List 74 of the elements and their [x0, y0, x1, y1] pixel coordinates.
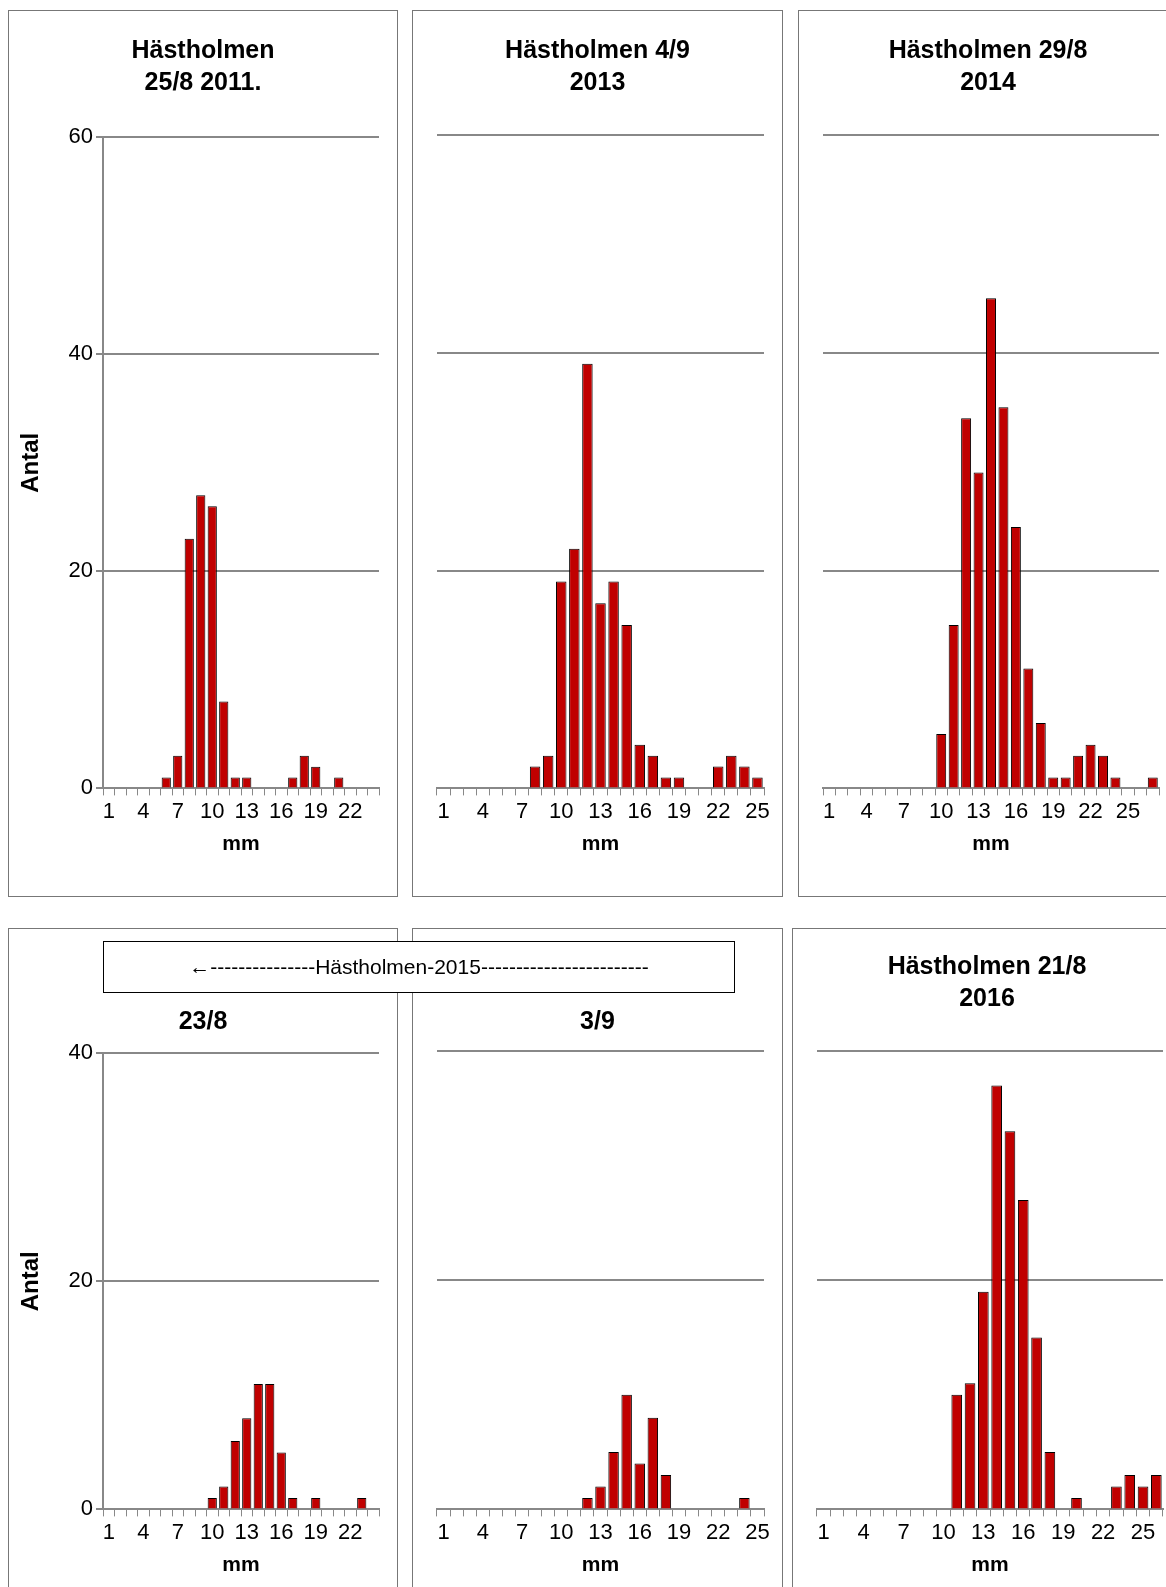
x-tick-label: 1 [102, 797, 115, 823]
x-tick-label: 19 [303, 797, 328, 823]
x-tick-label: 16 [1003, 797, 1029, 823]
x-tick-label: 10 [931, 1518, 956, 1544]
x-tick-label: 7 [515, 797, 529, 823]
x-tick-label: 10 [200, 797, 225, 823]
x-tick-label: 13 [971, 1518, 996, 1544]
x-tick-label: 13 [588, 797, 613, 823]
x-tick-label: 19 [303, 1518, 328, 1544]
x-tick-label: 1 [817, 1518, 830, 1544]
chart-title: Hästholmen 21/8 2016 [886, 950, 1088, 1013]
y-axis-title: Antal [16, 432, 44, 493]
x-tick-label: 1 [437, 1518, 450, 1544]
x-tick-label: 10 [928, 797, 954, 823]
x-tick-label: 10 [200, 1518, 225, 1544]
x-tick-label: 13 [966, 797, 991, 823]
x-tick-label: 4 [476, 797, 489, 823]
x-tick-label: 13 [588, 1518, 613, 1544]
x-tick-label: 22 [338, 1518, 363, 1544]
x-tick-label: 4 [476, 1518, 489, 1544]
chart-title: 3/9 [579, 1005, 616, 1036]
x-tick-label: 22 [1090, 1518, 1116, 1544]
x-tick-label: 25 [1130, 1518, 1156, 1544]
x-axis-title: mm [972, 831, 1010, 855]
x-tick-label: 19 [1040, 797, 1066, 823]
y-tick-label: 40 [68, 340, 93, 366]
y-axis-title: Antal [16, 1251, 44, 1312]
x-tick-label: 25 [1115, 797, 1141, 823]
x-tick-label: 16 [269, 1518, 294, 1544]
y-tick-label: 0 [80, 774, 93, 800]
x-tick-label: 1 [437, 797, 450, 823]
text: ←---------------Hästholmen-2015------------------------ [103, 941, 735, 993]
x-tick-label: 7 [897, 797, 911, 823]
y-tick-label: 40 [68, 1039, 93, 1065]
x-tick-label: 22 [705, 1518, 731, 1544]
x-tick-label: 19 [666, 1518, 692, 1544]
x-tick-label: 13 [234, 797, 259, 823]
x-tick-label: 16 [1011, 1518, 1036, 1544]
x-tick-label: 7 [171, 1518, 184, 1544]
x-tick-label: 4 [857, 1518, 870, 1544]
x-tick-label: 7 [171, 797, 184, 823]
x-axis-title: mm [581, 1552, 620, 1576]
x-tick-label: 16 [627, 797, 652, 823]
x-tick-label: 19 [1050, 1518, 1076, 1544]
chart-title: Hästholmen 29/8 2014 [887, 34, 1089, 97]
y-tick-label: 60 [68, 123, 93, 149]
x-tick-label: 16 [627, 1518, 652, 1544]
x-axis-title: mm [581, 831, 620, 855]
x-tick-label: 19 [666, 797, 692, 823]
x-axis-title: mm [222, 1552, 260, 1576]
x-tick-label: 4 [137, 1518, 150, 1544]
x-axis-title: mm [222, 831, 260, 855]
x-tick-label: 7 [897, 1518, 910, 1544]
x-tick-label: 1 [102, 1518, 115, 1544]
chart-title: 23/8 [177, 1005, 229, 1036]
x-tick-label: 16 [269, 797, 294, 823]
x-tick-label: 25 [745, 797, 770, 823]
x-tick-label: 22 [338, 797, 363, 823]
x-tick-label: 4 [860, 797, 873, 823]
chart-title: Hästholmen 4/9 2013 [504, 34, 691, 97]
y-tick-label: 20 [68, 557, 93, 583]
x-tick-label: 25 [745, 1518, 770, 1544]
x-tick-label: 22 [705, 797, 731, 823]
x-tick-label: 4 [137, 797, 150, 823]
x-axis-title: mm [971, 1552, 1009, 1576]
y-tick-label: 0 [80, 1495, 93, 1521]
x-tick-label: 10 [549, 797, 574, 823]
x-tick-label: 13 [234, 1518, 259, 1544]
y-tick-label: 20 [68, 1267, 93, 1293]
x-tick-label: 7 [515, 1518, 529, 1544]
x-tick-label: 1 [823, 797, 836, 823]
x-tick-label: 22 [1078, 797, 1103, 823]
x-tick-label: 10 [549, 1518, 574, 1544]
chart-title: Hästholmen 25/8 2011. [130, 34, 276, 97]
